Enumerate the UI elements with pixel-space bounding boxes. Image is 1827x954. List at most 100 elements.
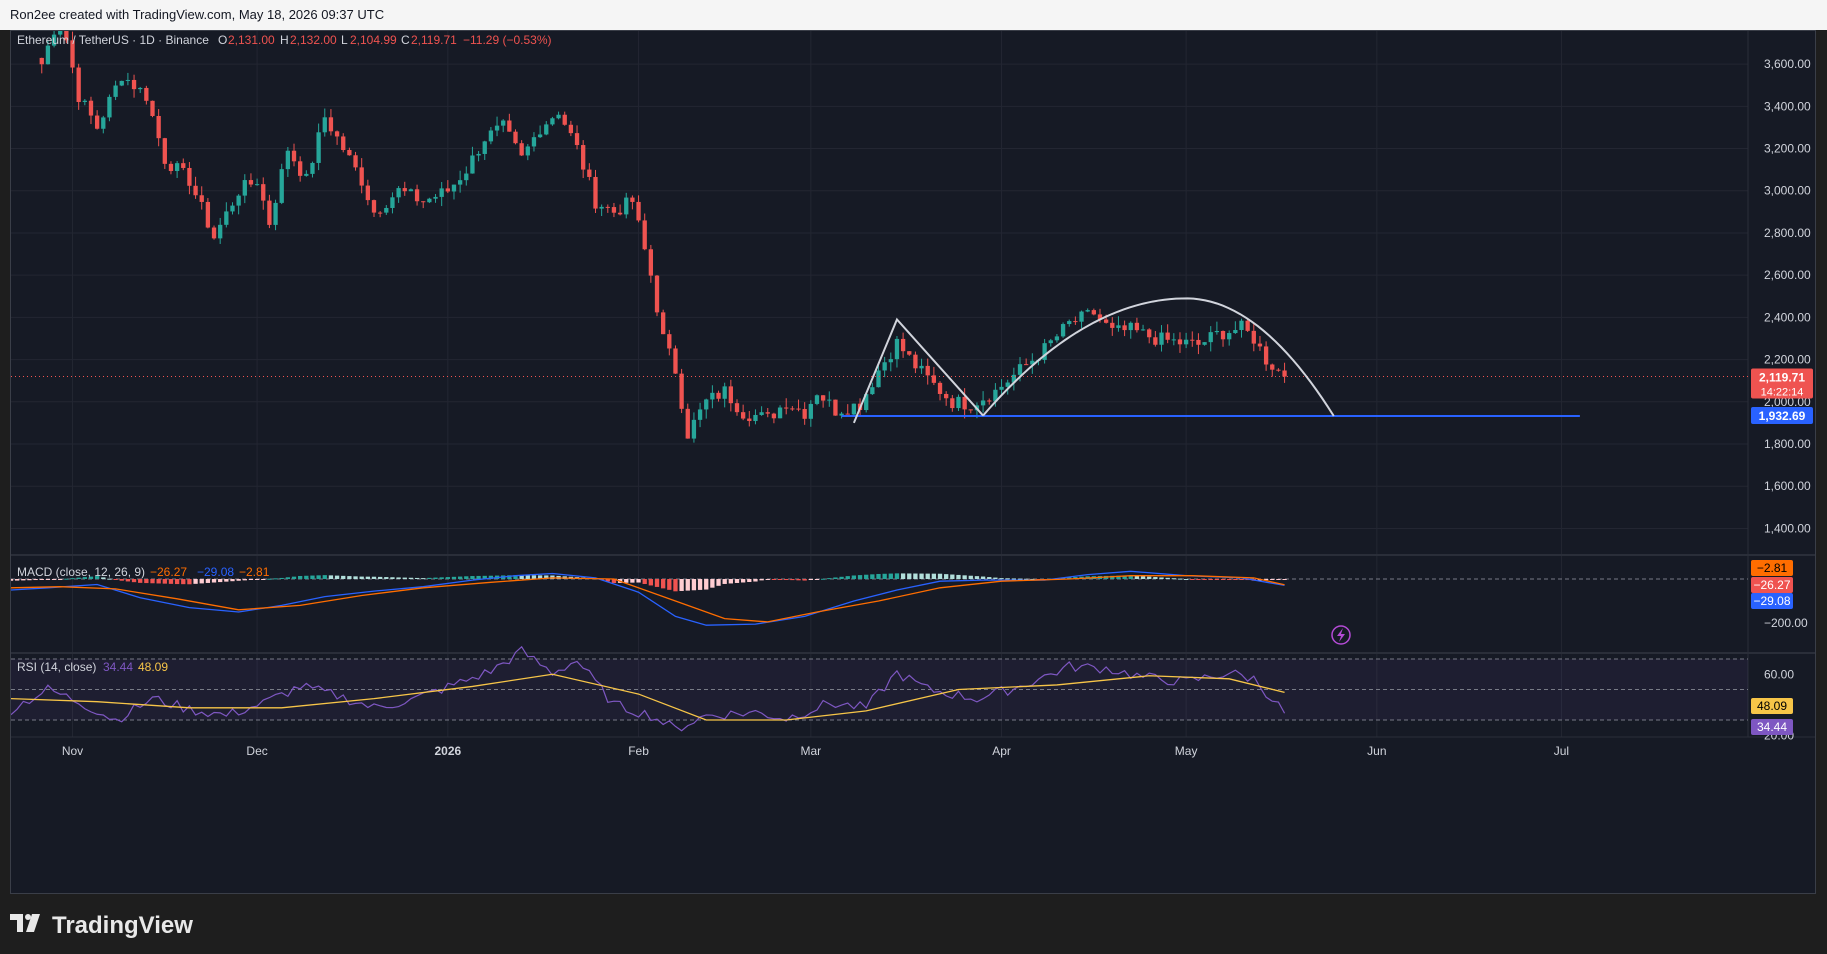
price-tick-label: 2,400.00 — [1764, 310, 1811, 324]
macd-hist-bar — [107, 578, 112, 580]
chart-frame[interactable]: 3,600.00 3,400.00 3,200.00 3,000.00 2,800.00… — [10, 30, 1816, 894]
candle-body — [94, 115, 100, 129]
candle-body — [310, 162, 315, 174]
candle-body — [544, 124, 549, 135]
candle — [187, 162, 192, 195]
candle-body — [205, 201, 211, 228]
macd-hist-bar — [839, 576, 844, 579]
macd-pane[interactable] — [11, 570, 1748, 626]
candle — [1239, 318, 1244, 338]
macd-hist-bar — [390, 577, 395, 579]
candle — [390, 192, 395, 214]
time-tick-label: Jun — [1367, 744, 1386, 758]
macd-hist-bar — [710, 579, 715, 588]
candle-body — [402, 188, 407, 192]
candle-body — [414, 189, 420, 202]
macd-hist-bar — [624, 579, 629, 583]
price-pane[interactable] — [11, 31, 1748, 443]
candle — [1054, 334, 1060, 343]
macd-hist-bar — [58, 579, 63, 580]
macd-hist-bar — [820, 578, 826, 580]
candle-body — [457, 180, 463, 185]
macd-hist-bar — [384, 577, 389, 579]
macd-badges: −2.81 −26.27 −29.08 — [1751, 560, 1793, 609]
candle — [193, 176, 198, 199]
macd-hist-bar — [814, 579, 820, 580]
macd-hist-bar — [1134, 575, 1140, 579]
candle-body — [119, 80, 124, 86]
candle — [1227, 330, 1232, 346]
macd-hist-bar — [1067, 577, 1072, 579]
candle — [525, 144, 530, 161]
price-badge-value: 2,119.71 — [1759, 371, 1805, 385]
candle-body — [1202, 342, 1207, 345]
candle — [802, 402, 807, 425]
candle-body — [1042, 343, 1047, 360]
candle-body — [931, 375, 937, 383]
macd-hist-bar — [1060, 577, 1066, 579]
candle-body — [421, 201, 426, 203]
candle — [1048, 338, 1053, 347]
candle — [181, 158, 186, 171]
candle — [642, 213, 647, 251]
chart-svg[interactable]: 3,600.00 3,400.00 3,200.00 3,000.00 2,800.00… — [11, 31, 1815, 893]
macd-hist-bar — [697, 579, 703, 590]
candle — [1011, 367, 1017, 391]
macd-hist-bar — [771, 579, 777, 580]
candle-body — [568, 124, 574, 134]
candle — [1030, 353, 1035, 374]
macd-hist-bar — [242, 579, 247, 581]
macd-hist-bar — [162, 579, 167, 584]
macd-hist-bar — [630, 579, 635, 583]
candle-body — [1190, 339, 1195, 341]
candle — [1024, 358, 1029, 366]
candle-body — [777, 407, 783, 419]
macd-hist-bar — [347, 576, 352, 579]
price-tick-label: 2,600.00 — [1764, 268, 1811, 282]
candle — [1171, 333, 1176, 346]
candle — [796, 399, 801, 412]
candle-body — [267, 200, 272, 225]
rsi-pane[interactable] — [11, 645, 1748, 732]
candle — [894, 336, 900, 368]
candle — [691, 412, 697, 443]
candle — [1165, 324, 1170, 344]
candle — [900, 332, 906, 358]
candle-body — [1220, 330, 1226, 340]
candle-body — [740, 412, 746, 419]
macd-hist-bar — [101, 577, 106, 579]
candle — [1060, 322, 1066, 338]
macd-hist-bar — [937, 573, 943, 579]
macd-hist-bar — [1270, 579, 1275, 580]
candle — [728, 379, 733, 412]
lightning-icon[interactable] — [1331, 625, 1351, 645]
candle — [1263, 341, 1269, 371]
macd-hist-bar — [1165, 577, 1170, 579]
candle-body — [962, 396, 967, 410]
candle — [1085, 308, 1090, 313]
candle — [550, 116, 555, 126]
candle — [1128, 321, 1133, 339]
macd-hist-bar — [1171, 578, 1176, 580]
candle — [267, 194, 272, 229]
candle — [445, 180, 450, 194]
macd-hist-bar — [414, 577, 420, 579]
macd-hist-bar — [11, 579, 14, 581]
candle — [968, 409, 973, 414]
candle — [507, 113, 512, 132]
candle — [254, 178, 260, 186]
candle-body — [679, 373, 684, 409]
candle — [777, 405, 783, 419]
candle-body — [845, 413, 850, 415]
candle-body — [279, 169, 284, 203]
macd-hist-bar — [667, 579, 672, 590]
time-tick-label: May — [1175, 744, 1198, 758]
candle-body — [802, 409, 807, 419]
candle-body — [328, 117, 334, 132]
candle — [790, 406, 795, 411]
candle — [765, 407, 770, 418]
candle — [931, 366, 937, 386]
candle-body — [371, 200, 377, 213]
candle — [131, 74, 137, 98]
macd-hist-bar — [1122, 575, 1127, 579]
